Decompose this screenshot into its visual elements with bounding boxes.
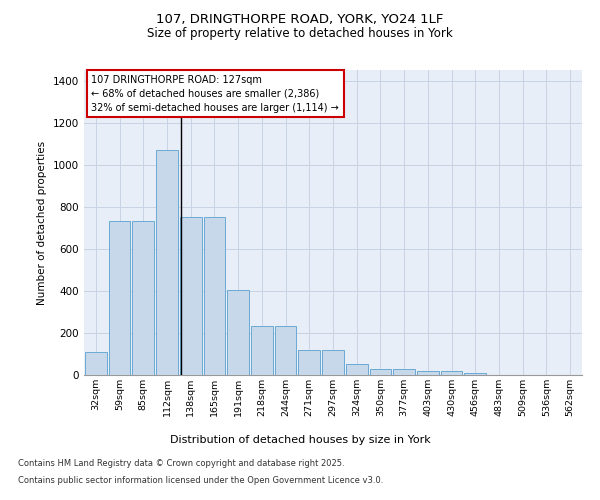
Text: Size of property relative to detached houses in York: Size of property relative to detached ho… bbox=[147, 28, 453, 40]
Bar bbox=[393, 369, 415, 375]
Bar bbox=[298, 350, 320, 375]
Bar bbox=[227, 290, 249, 375]
Bar bbox=[156, 150, 178, 375]
Bar bbox=[275, 326, 296, 375]
Text: Contains HM Land Registry data © Crown copyright and database right 2025.: Contains HM Land Registry data © Crown c… bbox=[18, 458, 344, 468]
Bar bbox=[85, 352, 107, 375]
Y-axis label: Number of detached properties: Number of detached properties bbox=[37, 140, 47, 304]
Bar bbox=[133, 222, 154, 375]
Bar bbox=[251, 326, 273, 375]
Bar bbox=[109, 222, 130, 375]
Bar bbox=[464, 374, 486, 375]
Text: 107, DRINGTHORPE ROAD, YORK, YO24 1LF: 107, DRINGTHORPE ROAD, YORK, YO24 1LF bbox=[157, 12, 443, 26]
Bar bbox=[440, 371, 463, 375]
Bar bbox=[346, 364, 368, 375]
Bar bbox=[322, 350, 344, 375]
Text: Contains public sector information licensed under the Open Government Licence v3: Contains public sector information licen… bbox=[18, 476, 383, 485]
Text: 107 DRINGTHORPE ROAD: 127sqm
← 68% of detached houses are smaller (2,386)
32% of: 107 DRINGTHORPE ROAD: 127sqm ← 68% of de… bbox=[91, 74, 339, 112]
Bar bbox=[203, 217, 226, 375]
Bar bbox=[180, 217, 202, 375]
Text: Distribution of detached houses by size in York: Distribution of detached houses by size … bbox=[170, 435, 430, 445]
Bar bbox=[417, 371, 439, 375]
Bar bbox=[370, 369, 391, 375]
